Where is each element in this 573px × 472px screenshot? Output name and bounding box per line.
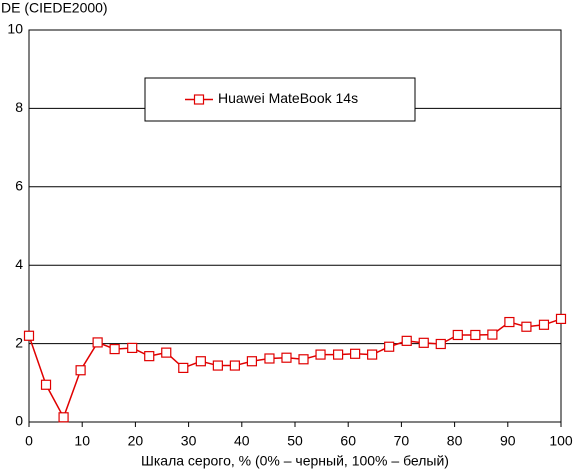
data-point — [75, 365, 86, 376]
data-point — [332, 349, 344, 360]
y-tick-label: 6 — [15, 178, 23, 194]
data-point — [229, 360, 240, 371]
data-point — [487, 329, 498, 340]
data-point — [246, 356, 258, 367]
data-point — [92, 337, 103, 348]
data-point — [401, 335, 412, 346]
data-point — [350, 348, 361, 359]
x-axis-label: Шкала серого, % (0% – черный, 100% – бел… — [141, 453, 449, 469]
plot-border — [28, 29, 562, 423]
data-point — [367, 349, 378, 360]
x-tick-label: 10 — [74, 433, 90, 449]
y-axis-label: DE (CIEDE2000) — [1, 0, 108, 16]
data-point — [264, 353, 275, 364]
x-tick-label: 60 — [340, 433, 356, 449]
x-tick-label: 70 — [394, 433, 410, 449]
data-point — [435, 338, 446, 350]
legend: Huawei MateBook 14s — [144, 77, 416, 122]
y-tick-label: 10 — [7, 21, 23, 37]
data-point — [281, 352, 292, 363]
x-tick-label: 20 — [128, 433, 144, 449]
data-point — [384, 341, 395, 352]
y-tick-label: 4 — [15, 256, 23, 272]
data-point — [58, 412, 69, 423]
data-point — [470, 329, 481, 341]
data-point — [452, 329, 463, 341]
y-tick-label: 2 — [15, 334, 23, 350]
x-tick-label: 30 — [181, 433, 197, 449]
data-point — [521, 321, 532, 332]
data-point — [195, 356, 206, 367]
data-point — [161, 347, 172, 358]
data-point — [144, 351, 155, 362]
y-tick-label: 8 — [15, 99, 23, 115]
data-point — [23, 330, 35, 341]
data-point — [555, 313, 567, 325]
x-tick-label: 0 — [25, 433, 33, 449]
data-point — [315, 349, 326, 360]
y-tick-label: 0 — [15, 413, 23, 429]
data-point — [298, 354, 309, 365]
data-point — [504, 316, 515, 328]
x-tick-label: 40 — [234, 433, 250, 449]
data-point — [109, 343, 120, 355]
data-point — [538, 319, 550, 330]
data-point — [40, 379, 52, 390]
data-point — [212, 360, 223, 371]
x-tick-label: 80 — [447, 433, 463, 449]
x-tick-label: 90 — [500, 433, 516, 449]
x-tick-label: 50 — [287, 433, 303, 449]
data-point — [127, 342, 138, 354]
data-point — [178, 362, 189, 374]
data-point — [418, 337, 429, 348]
legend-marker — [193, 94, 205, 105]
legend-label: Huawei MateBook 14s — [218, 90, 358, 106]
x-tick-label: 100 — [549, 433, 573, 449]
data-line — [28, 318, 562, 420]
